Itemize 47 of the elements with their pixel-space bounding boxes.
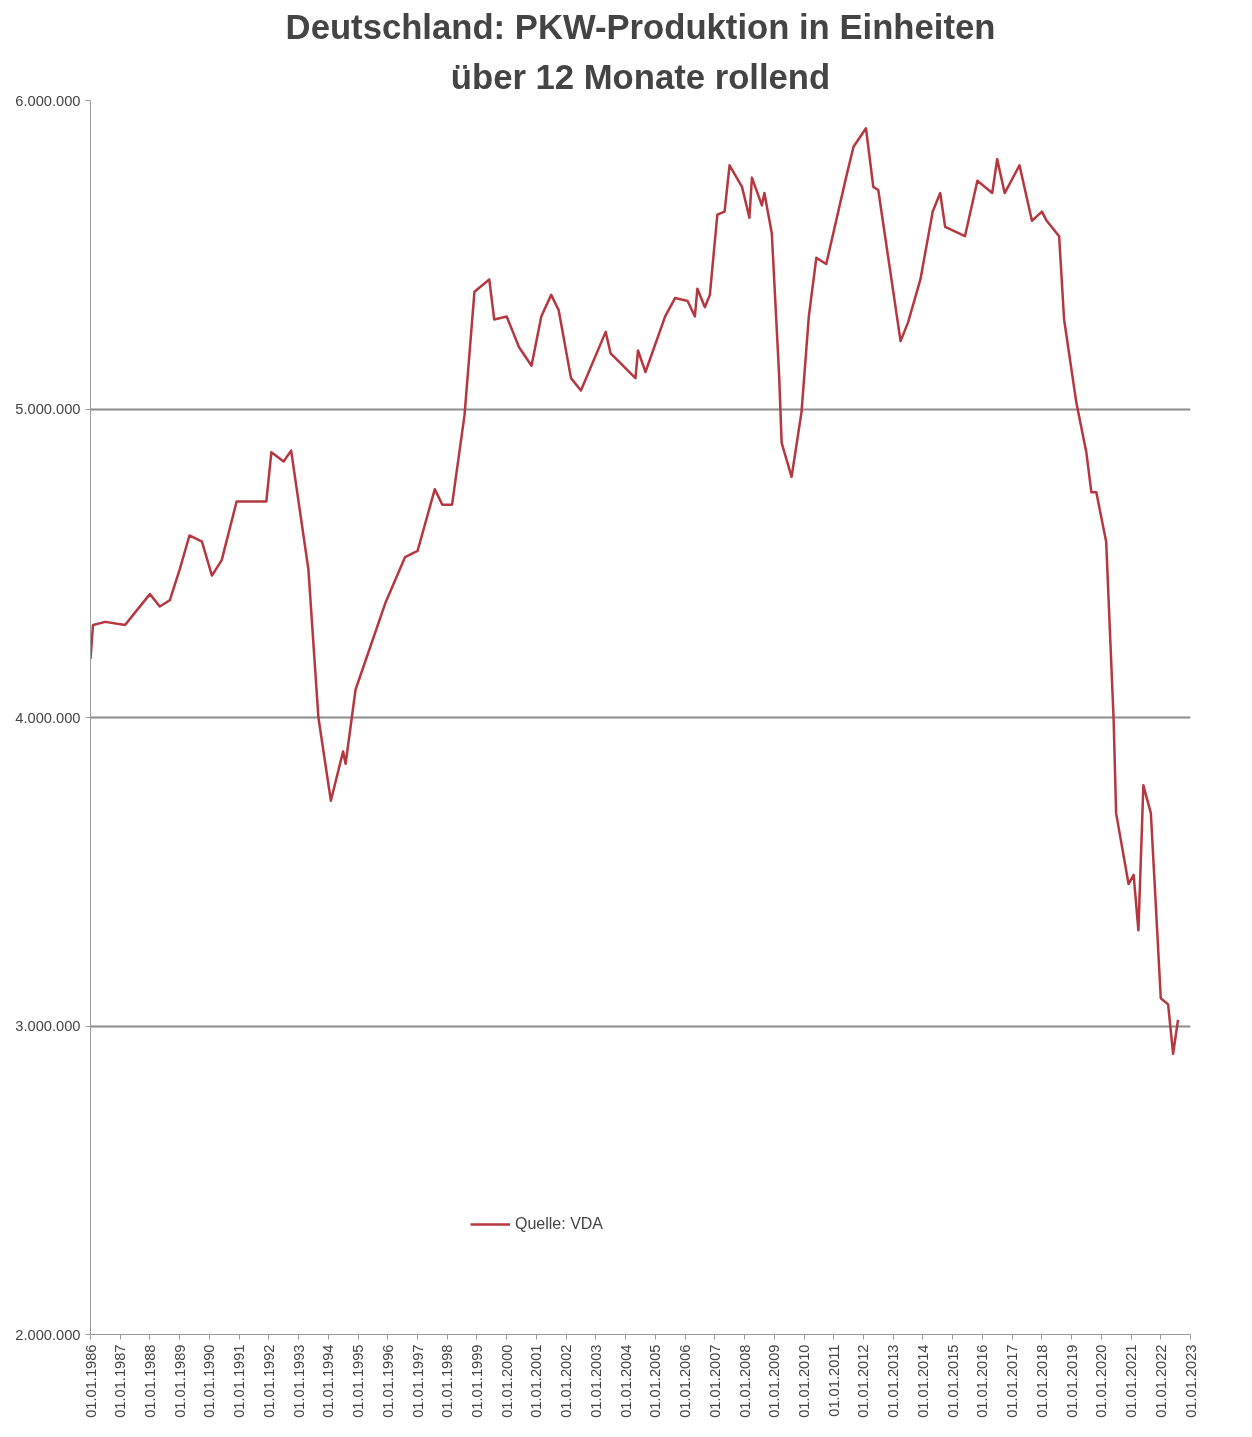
chart-title: Deutschland: PKW-Produktion in Einheiten bbox=[285, 7, 996, 46]
x-tick-label: 01.01.1986 bbox=[82, 1344, 99, 1418]
x-tick-label: 01.01.1999 bbox=[468, 1344, 485, 1418]
x-tick-label: 01.01.2018 bbox=[1033, 1344, 1050, 1418]
x-tick-label: 01.01.1993 bbox=[290, 1344, 307, 1418]
x-tick-label: 01.01.1998 bbox=[439, 1344, 456, 1418]
x-tick-label: 01.01.2005 bbox=[647, 1344, 664, 1418]
x-tick-label: 01.01.2019 bbox=[1063, 1344, 1080, 1418]
x-tick-label: 01.01.2010 bbox=[796, 1344, 813, 1418]
x-tick-label: 01.01.2012 bbox=[855, 1344, 872, 1418]
x-tick-label: 01.01.2021 bbox=[1123, 1344, 1140, 1418]
x-tick-label: 01.01.2011 bbox=[825, 1344, 842, 1417]
y-tick-label: 2.000.000 bbox=[15, 1326, 81, 1343]
x-tick-label: 01.01.2020 bbox=[1093, 1344, 1110, 1418]
x-tick-label: 01.01.1989 bbox=[171, 1344, 188, 1418]
x-tick-label: 01.01.2022 bbox=[1152, 1344, 1169, 1418]
y-tick-label: 3.000.000 bbox=[15, 1018, 81, 1034]
x-tick-label: 01.01.2008 bbox=[736, 1344, 753, 1418]
y-tick-label: 6.000.000 bbox=[15, 92, 81, 109]
x-tick-label: 01.01.2014 bbox=[914, 1344, 931, 1418]
x-tick-label: 01.01.1987 bbox=[112, 1344, 129, 1418]
legend-label: Quelle: VDA bbox=[515, 1215, 604, 1233]
x-tick-label: 01.01.2004 bbox=[617, 1344, 634, 1418]
x-tick-label: 01.01.2007 bbox=[706, 1344, 723, 1418]
x-tick-label: 01.01.1991 bbox=[231, 1344, 248, 1418]
x-tick-label: 01.01.1988 bbox=[141, 1344, 158, 1418]
x-tick-label: 01.01.1992 bbox=[260, 1344, 277, 1418]
x-tick-label: 01.01.1990 bbox=[201, 1344, 218, 1418]
x-tick-label: 01.01.2016 bbox=[974, 1344, 991, 1418]
x-tick-label: 01.01.2002 bbox=[558, 1344, 575, 1418]
x-tick-label: 01.01.2000 bbox=[498, 1344, 515, 1418]
x-tick-label: 01.01.1997 bbox=[409, 1344, 426, 1418]
x-tick-label: 01.01.2013 bbox=[885, 1344, 902, 1418]
x-tick-label: 01.01.2006 bbox=[677, 1344, 694, 1418]
x-tick-label: 01.01.2015 bbox=[944, 1344, 961, 1418]
x-tick-label: 01.01.2009 bbox=[766, 1344, 783, 1418]
y-tick-label: 4.000.000 bbox=[15, 709, 81, 726]
x-tick-label: 01.01.2003 bbox=[587, 1344, 604, 1418]
chart-subtitle: über 12 Monate rollend bbox=[450, 57, 831, 96]
x-tick-label: 01.01.1995 bbox=[350, 1344, 367, 1418]
x-tick-label: 01.01.1994 bbox=[320, 1344, 337, 1418]
x-tick-label: 01.01.1996 bbox=[379, 1344, 396, 1418]
x-tick-label: 01.01.2023 bbox=[1182, 1344, 1199, 1418]
x-tick-label: 01.01.2001 bbox=[528, 1344, 545, 1418]
line-series bbox=[90, 127, 1180, 1056]
x-tick-label: 01.01.2017 bbox=[1004, 1344, 1021, 1418]
y-tick-label: 5.000.000 bbox=[15, 401, 81, 417]
